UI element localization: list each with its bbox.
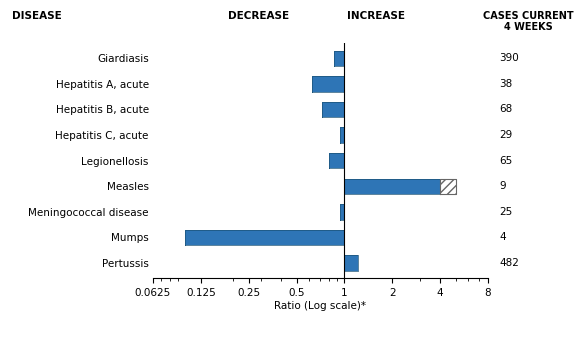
X-axis label: Ratio (Log scale)*: Ratio (Log scale)*: [275, 301, 366, 311]
Text: INCREASE: INCREASE: [348, 11, 405, 21]
Text: 38: 38: [499, 79, 512, 89]
Text: DISEASE: DISEASE: [12, 11, 62, 21]
Text: 65: 65: [499, 156, 512, 166]
Text: 9: 9: [499, 181, 506, 191]
Text: 390: 390: [499, 53, 519, 63]
Text: CASES CURRENT
4 WEEKS: CASES CURRENT 4 WEEKS: [483, 11, 573, 32]
Text: 29: 29: [499, 130, 512, 140]
Text: 25: 25: [499, 207, 512, 217]
Text: 482: 482: [499, 258, 519, 268]
Text: 68: 68: [499, 105, 512, 115]
Text: 4: 4: [499, 232, 506, 242]
Text: DECREASE: DECREASE: [228, 11, 289, 21]
